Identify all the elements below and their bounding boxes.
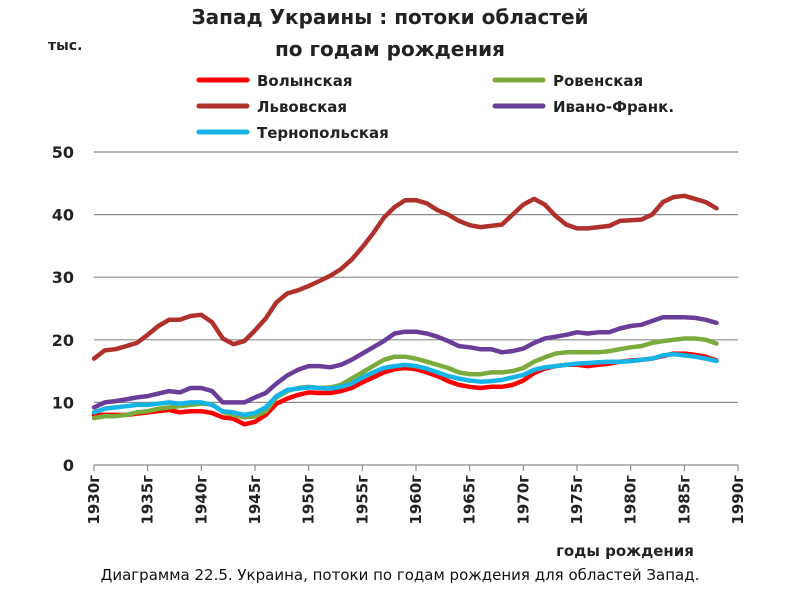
x-tick-label: 1965г bbox=[461, 475, 479, 525]
legend-label: Тернопольская bbox=[257, 124, 389, 142]
series-line-1 bbox=[91, 336, 719, 421]
x-axis-ticks: 1930г 1935г 1940г 1945г 1950г 1955г 1960г 1965г… bbox=[85, 465, 747, 525]
line-chart: Запад Украины : потоки областей по годам… bbox=[48, 5, 747, 560]
y-axis-ticks: 0 10 20 30 40 50 bbox=[52, 143, 74, 475]
legend-label: Ровенская bbox=[553, 72, 643, 90]
x-tick-label: 1985г bbox=[675, 475, 693, 525]
series-line-4 bbox=[91, 351, 719, 418]
legend-label: Ивано-Франк. bbox=[553, 98, 674, 116]
x-tick-label: 1930г bbox=[85, 475, 103, 525]
chart-title-line2: по годам рождения bbox=[275, 37, 505, 61]
x-tick-label: 1945г bbox=[246, 475, 264, 525]
x-tick-label: 1970г bbox=[514, 475, 532, 525]
x-tick-label: 1940г bbox=[192, 475, 210, 525]
legend-label: Волынская bbox=[257, 72, 352, 90]
legend: Волынская Ровенская Львовская Ивано-Франк. Т… bbox=[196, 72, 674, 142]
y-tick-label: 40 bbox=[52, 206, 74, 225]
series-line-2 bbox=[91, 193, 719, 361]
x-tick-label: 1960г bbox=[407, 475, 425, 525]
series-lines bbox=[91, 193, 719, 427]
x-tick-label: 1990г bbox=[729, 475, 747, 525]
chart-title-line1: Запад Украины : потоки областей bbox=[191, 5, 588, 29]
figure-caption: Диаграмма 22.5. Украина, потоки по годам… bbox=[100, 566, 700, 584]
x-axis-label: годы рождения bbox=[556, 542, 694, 560]
y-tick-label: 30 bbox=[52, 268, 74, 287]
y-tick-label: 20 bbox=[52, 331, 74, 350]
series-line-3 bbox=[91, 315, 719, 410]
legend-label: Львовская bbox=[257, 98, 347, 116]
y-tick-label: 10 bbox=[52, 393, 74, 412]
y-tick-label: 0 bbox=[63, 456, 74, 475]
x-tick-label: 1975г bbox=[568, 475, 586, 525]
x-tick-label: 1950г bbox=[300, 475, 318, 525]
y-tick-label: 50 bbox=[52, 143, 74, 162]
x-tick-label: 1980г bbox=[622, 475, 640, 525]
x-tick-label: 1935г bbox=[139, 475, 157, 525]
x-tick-label: 1955г bbox=[353, 475, 371, 525]
y-axis-unit-label: тыс. bbox=[48, 38, 82, 54]
